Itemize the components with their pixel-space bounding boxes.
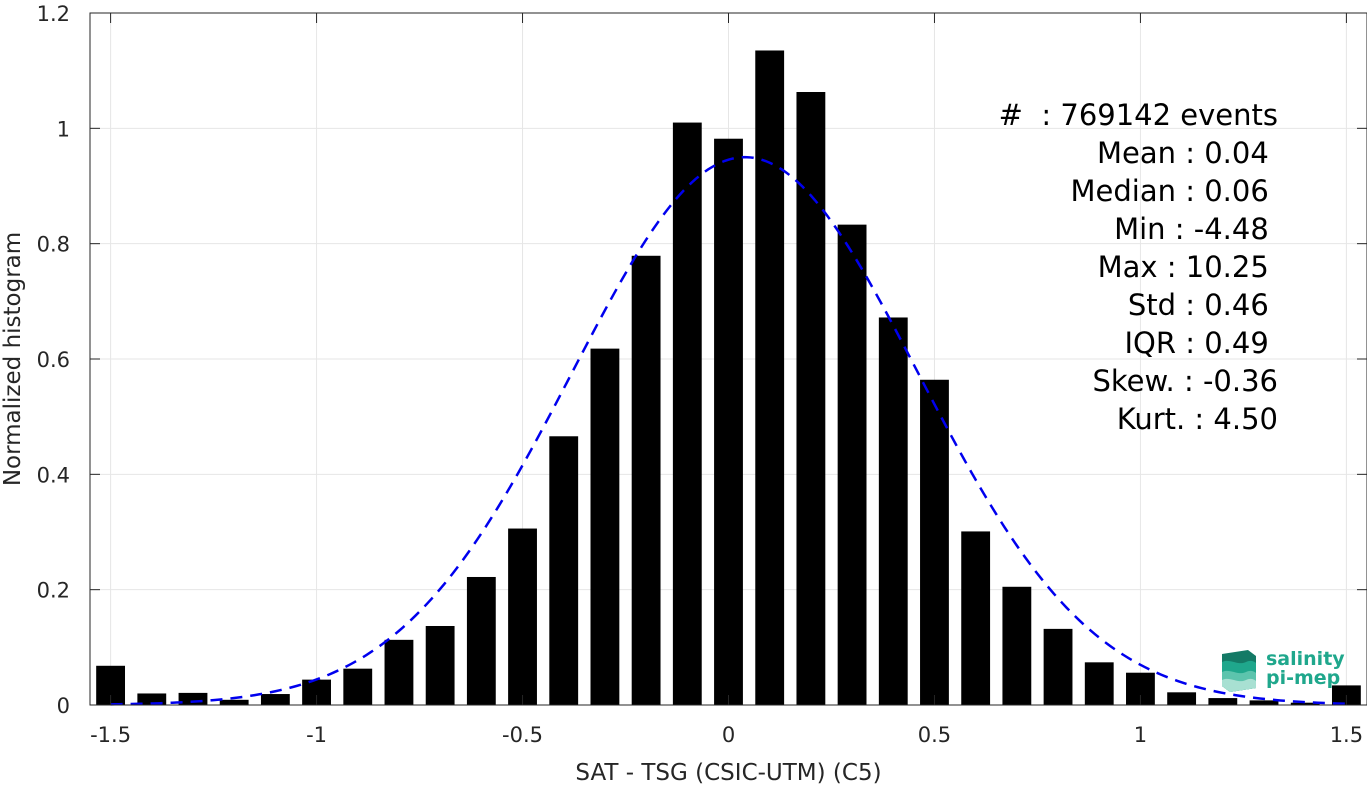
histogram-bar bbox=[508, 528, 537, 705]
histogram-bar bbox=[878, 317, 908, 705]
gaussian-fit-curve bbox=[110, 155, 1347, 706]
y-axis-ticks: 0 0.2 0.4 0.6 0.8 1 1.2 bbox=[37, 2, 1367, 718]
histogram-bar bbox=[1290, 702, 1320, 705]
histogram-bar bbox=[260, 694, 290, 705]
histogram-bar bbox=[755, 50, 785, 705]
histogram-bar bbox=[384, 639, 414, 705]
x-tick-label: -0.5 bbox=[502, 723, 543, 747]
x-tick-label: -1 bbox=[306, 723, 327, 747]
histogram-bar bbox=[137, 693, 167, 705]
histogram-bar bbox=[219, 699, 249, 705]
x-tick-label: 0 bbox=[722, 723, 735, 747]
histogram-bar bbox=[1249, 700, 1279, 705]
stat-count: # : 769142 events bbox=[998, 98, 1278, 132]
stat-skew: Skew. : -0.36 bbox=[1092, 364, 1278, 398]
x-tick-label: 0.5 bbox=[918, 723, 951, 747]
y-tick-label: 1.2 bbox=[37, 2, 70, 26]
histogram-bar bbox=[343, 668, 373, 705]
logo-text-pi-mep: pi-mep bbox=[1266, 667, 1341, 689]
histogram-bar bbox=[178, 692, 208, 705]
y-tick-label: 1 bbox=[57, 117, 70, 141]
stat-std: Std : 0.46 bbox=[1127, 288, 1278, 322]
stat-iqr: IQR : 0.49 bbox=[1124, 326, 1278, 360]
stat-max: Max : 10.25 bbox=[1097, 250, 1278, 284]
x-tick-label: -1.5 bbox=[90, 723, 131, 747]
y-tick-label: 0.6 bbox=[37, 348, 70, 372]
stat-min: Min : -4.48 bbox=[1114, 212, 1278, 246]
histogram-bar bbox=[1002, 586, 1032, 705]
y-tick-label: 0.2 bbox=[37, 579, 70, 603]
x-axis-label: SAT - TSG (CSIC-UTM) (C5) bbox=[575, 760, 881, 785]
stat-median: Median : 0.06 bbox=[1070, 174, 1278, 208]
histogram-bar bbox=[1043, 628, 1073, 705]
statistics-annotation: # : 769142 events Mean : 0.04 Median : 0… bbox=[999, 96, 1278, 438]
stat-mean: Mean : 0.04 bbox=[1096, 136, 1278, 170]
y-axis-label: Normalized histogram bbox=[0, 232, 26, 486]
histogram-bar bbox=[425, 625, 455, 705]
histogram-bar bbox=[1084, 662, 1114, 705]
histogram-bars bbox=[96, 50, 1361, 706]
y-tick-label: 0.4 bbox=[37, 463, 70, 487]
salinity-pi-mep-logo: salinity pi-mep bbox=[1218, 646, 1348, 694]
x-tick-label: 1 bbox=[1134, 723, 1147, 747]
histogram-bar bbox=[631, 255, 661, 705]
x-axis-ticks: -1.5 -1 -0.5 0 0.5 1 1.5 bbox=[90, 13, 1363, 747]
y-tick-label: 0 bbox=[57, 694, 70, 718]
histogram-bar bbox=[549, 436, 579, 705]
histogram-bar bbox=[672, 122, 702, 706]
histogram-bar bbox=[1167, 692, 1197, 705]
logo-text-salinity: salinity bbox=[1266, 648, 1345, 670]
histogram-bar bbox=[1208, 698, 1238, 705]
histogram-bar bbox=[961, 531, 991, 705]
histogram-bar bbox=[466, 576, 496, 705]
histogram-bar bbox=[920, 379, 949, 705]
logo-waves-icon bbox=[1222, 650, 1256, 692]
stat-kurt: Kurt. : 4.50 bbox=[1116, 402, 1278, 436]
histogram-bar bbox=[837, 224, 867, 706]
histogram-bar bbox=[714, 138, 743, 706]
histogram-bar bbox=[590, 348, 620, 705]
y-tick-label: 0.8 bbox=[37, 233, 70, 257]
x-tick-label: 1.5 bbox=[1330, 723, 1363, 747]
